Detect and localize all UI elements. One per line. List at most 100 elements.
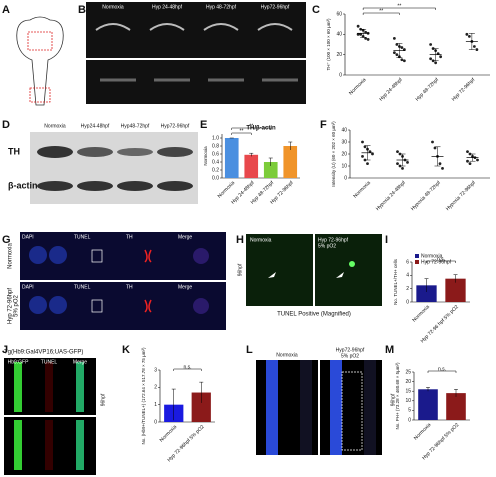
- error-bar: [199, 381, 204, 403]
- panel-letter: E: [200, 119, 207, 131]
- point: [395, 43, 399, 46]
- y-tick-label: 0.6: [212, 151, 219, 157]
- image-label: 5% pO2: [341, 353, 359, 359]
- caption: TUNEL Positive (Magnified): [277, 312, 351, 318]
- y-tick-label: 25: [405, 369, 411, 375]
- point: [396, 162, 399, 166]
- bar: [418, 389, 438, 420]
- error-bar: [454, 389, 458, 397]
- y-tick-label: 1.0: [212, 135, 219, 141]
- x-tick-label: Normoxia: [411, 304, 431, 324]
- y-tick-label: 0.2: [212, 167, 219, 173]
- point: [366, 38, 370, 41]
- x-tick-label: Normoxia: [159, 424, 179, 444]
- bar: [446, 393, 466, 420]
- image-label: Hyp72-96hpf: [336, 347, 365, 353]
- point: [429, 43, 433, 46]
- point: [401, 167, 404, 170]
- y-tick-label: 0: [406, 299, 409, 305]
- y-tick-label: 1: [154, 402, 157, 408]
- y-axis-label: Normoxia: [203, 146, 208, 166]
- y-axis-label: No. TUNEL+/TH+ cells: [393, 258, 398, 304]
- image-label: Hyp 72-96hpf: [318, 237, 349, 243]
- image-label: 5% pO2: [318, 243, 336, 249]
- x-tick-label: Hyp 48-72hpf: [415, 77, 441, 103]
- bracket: [362, 7, 436, 10]
- channel-label: DAPI: [22, 284, 34, 290]
- point: [368, 150, 372, 154]
- legend-swatch: [415, 260, 419, 264]
- column-label: Normoxia: [102, 4, 124, 10]
- bracket: [426, 260, 456, 263]
- column-label: Hyp72-96hpf: [161, 123, 190, 129]
- point: [438, 162, 442, 166]
- chart-title: TH/β-actin: [246, 126, 276, 132]
- bracket: [362, 12, 400, 15]
- point: [466, 159, 469, 163]
- row-label: Normoxia: [8, 243, 14, 269]
- error-bar: [424, 278, 429, 292]
- y-tick-label: 2: [406, 286, 409, 292]
- row-label: 5% pO2: [14, 295, 20, 317]
- micrographs-h: [246, 234, 382, 306]
- error-bar: [426, 387, 430, 392]
- annotation: **: [240, 128, 244, 134]
- point: [356, 24, 360, 28]
- channel-label: Hb9:GFP: [8, 359, 30, 365]
- point: [431, 140, 434, 144]
- y-tick-label: 0.8: [212, 143, 219, 149]
- x-tick-label: Hypoxia 24-48hpf: [375, 180, 407, 212]
- channel-label: TUNEL: [41, 359, 58, 365]
- y-tick-label: 0: [344, 175, 347, 181]
- y-tick-label: 40: [341, 127, 347, 133]
- y-tick-label: 0: [408, 417, 411, 423]
- y-tick-label: 15: [405, 389, 411, 395]
- y-axis-label: No. PH+ (73.28 × 460.68 × 5μm³): [395, 362, 400, 430]
- annotation: **: [249, 123, 253, 129]
- point: [366, 162, 369, 166]
- point: [465, 32, 469, 36]
- error-bar: [432, 48, 439, 62]
- panel-letter: G: [2, 234, 11, 246]
- y-tick-label: 20: [341, 151, 347, 157]
- bar: [283, 146, 298, 178]
- error-bar: [171, 388, 176, 421]
- bar: [445, 278, 466, 302]
- point: [434, 61, 438, 65]
- panel-letter: H: [236, 234, 244, 246]
- error-bar: [360, 29, 367, 38]
- y-tick-label: 6: [406, 259, 409, 265]
- micrographs-b: [86, 2, 306, 104]
- annotation: n.s.: [437, 256, 445, 262]
- legend-swatch: [415, 254, 419, 258]
- y-tick-label: 20: [336, 52, 342, 58]
- channel-label: Merge: [73, 359, 87, 365]
- annotation: n.s.: [183, 364, 191, 370]
- channel-label: TH: [126, 284, 133, 290]
- panel-letter: J: [2, 344, 8, 356]
- y-tick-label: 0.0: [212, 175, 219, 181]
- column-label: Hyp 48-72hpf: [206, 4, 237, 10]
- row-label: TH: [8, 146, 20, 156]
- point: [392, 37, 396, 40]
- micrographs-g: [20, 232, 226, 330]
- column-label: Hyp 24-48hpf: [152, 4, 183, 10]
- error-bar: [468, 33, 475, 50]
- point: [392, 51, 396, 55]
- side-label: 96hpf: [390, 393, 396, 406]
- point: [433, 146, 437, 150]
- bracket: [231, 127, 271, 130]
- legend-label: Hyp 72-96hpf: [421, 259, 452, 265]
- bracket: [231, 132, 252, 135]
- bar: [416, 285, 437, 302]
- error-bar: [453, 274, 458, 283]
- side-label: 96hpf: [100, 393, 106, 406]
- y-tick-label: 60: [336, 11, 342, 17]
- point: [468, 162, 472, 166]
- bracket: [173, 368, 202, 371]
- point: [441, 167, 444, 170]
- y-tick-label: 2: [154, 385, 157, 391]
- channel-label: TUNEL: [74, 234, 91, 240]
- error-bar: [288, 141, 293, 150]
- point: [363, 145, 367, 149]
